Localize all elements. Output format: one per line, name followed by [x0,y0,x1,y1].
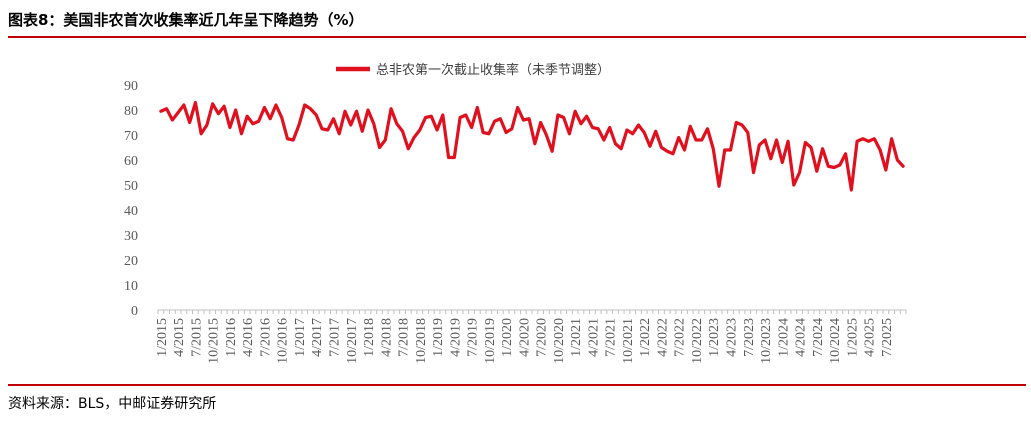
figure-title: 图表8：美国非农首次收集率近几年呈下降趋势（%） [8,4,1026,38]
x-tick-label: 10/2024 [828,318,843,364]
y-tick-label: 40 [124,204,138,219]
x-tick-label: 4/2022 [655,318,670,357]
x-tick-label: 7/2015 [189,318,204,357]
x-axis: 1/2015 4/2015 7/2015 10/2015 1/2016 4/2016 7/2… [155,309,907,364]
x-tick-label: 10/2017 [345,318,360,364]
x-tick-label: 1/2021 [569,318,584,357]
x-tick-label: 10/2015 [207,318,222,364]
x-tick-label: 4/2017 [310,318,325,357]
y-tick-label: 10 [124,279,138,294]
y-tick-label: 20 [124,254,138,269]
x-tick-label: 4/2024 [794,318,809,357]
x-tick-label: 1/2025 [845,318,860,357]
y-tick-label: 30 [124,229,138,244]
y-tick-label: 60 [124,154,138,169]
x-tick-label: 4/2016 [241,318,256,357]
x-tick-label: 4/2018 [379,318,394,357]
series-line [159,100,905,192]
x-tick-label: 4/2015 [172,318,187,357]
y-tick-label: 70 [124,129,138,144]
legend: 总非农第一次截止收集率（未季节调整） [336,62,610,78]
y-tick-label: 80 [124,104,138,119]
x-tick-label: 10/2022 [690,318,705,364]
x-tick-label: 10/2020 [552,318,567,364]
x-tick-label: 4/2023 [725,318,740,357]
x-tick-label: 1/2023 [707,318,722,357]
x-tick-label: 10/2016 [276,318,291,364]
x-tick-label: 7/2016 [258,318,273,357]
x-tick-label: 7/2025 [880,318,895,357]
legend-label: 总非农第一次截止收集率（未季节调整） [376,62,610,78]
x-tick-label: 7/2024 [811,318,826,357]
x-tick-label: 7/2019 [466,318,481,357]
x-tick-label: 1/2020 [500,318,515,357]
x-tick-label: 7/2022 [673,318,688,357]
x-tick-label: 1/2018 [362,318,377,357]
y-tick-label: 0 [131,304,138,319]
x-tick-label: 4/2021 [586,318,601,357]
x-tick-label: 10/2023 [759,318,774,364]
x-tick-label: 1/2017 [293,318,308,357]
x-tick-label: 4/2020 [517,318,532,357]
x-tick-label: 7/2023 [742,318,757,357]
x-tick-label: 10/2018 [414,318,429,364]
x-tick-label: 1/2019 [431,318,446,357]
x-tick-label: 1/2022 [638,318,653,357]
series-layer [159,100,905,192]
x-tick-label: 7/2017 [327,318,342,357]
x-tick-label: 10/2019 [483,318,498,364]
y-tick-label: 90 [124,79,138,94]
x-tick-label: 4/2025 [863,318,878,357]
source-note: 资料来源：BLS，中邮证券研究所 [8,384,1026,422]
y-axis: 0 10 20 30 40 50 60 70 80 90 [124,79,138,319]
x-tick-label: 7/2018 [397,318,412,357]
x-tick-label: 1/2016 [224,318,239,357]
x-tick-label: 7/2021 [604,318,619,357]
x-tick-label: 1/2015 [155,318,170,357]
x-tick-label: 4/2019 [448,318,463,357]
x-tick-label: 7/2020 [535,318,550,357]
line-chart: 总非农第一次截止收集率（未季节调整） 0 10 20 30 40 50 60 70 80 90 1… [124,62,907,364]
x-tick-label: 10/2021 [621,318,636,364]
y-tick-label: 50 [124,179,138,194]
x-tick-label: 1/2024 [776,318,791,357]
